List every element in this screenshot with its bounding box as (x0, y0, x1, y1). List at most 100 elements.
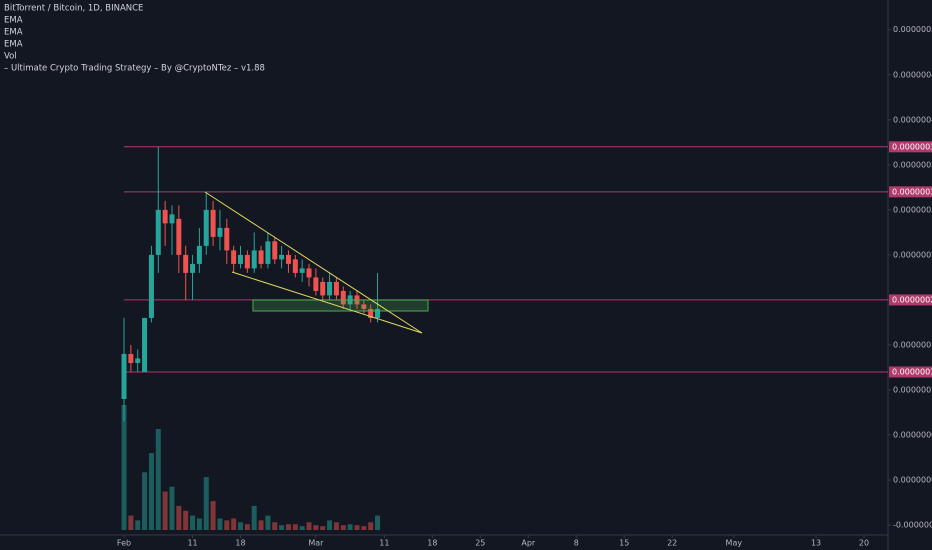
candle-body (203, 209, 209, 246)
candle-body (265, 241, 271, 264)
candle-body (333, 281, 339, 296)
volume-bar (306, 522, 312, 530)
volume-bar (238, 522, 243, 530)
volume-bar (340, 525, 346, 530)
candle-body (306, 268, 312, 278)
volume-bar (231, 518, 237, 530)
candle-body (121, 353, 127, 399)
volume-bar (375, 515, 381, 530)
volume-bar (190, 515, 196, 530)
plot-area (121, 146, 888, 530)
candle-body (210, 209, 216, 237)
candle-body (375, 308, 381, 318)
candle-body (135, 358, 141, 363)
volume-bar (285, 524, 291, 530)
candle-body (142, 317, 148, 372)
candle-body (313, 277, 319, 291)
candle-body (251, 250, 257, 269)
volume-bar (361, 526, 367, 530)
candle-body (196, 245, 202, 264)
volume-bar (203, 477, 209, 530)
y-tick-label: 0.00000000 (893, 476, 932, 485)
x-tick-label: 15 (619, 539, 629, 548)
candle-body (224, 227, 230, 251)
volume-bar (320, 526, 326, 530)
candle-body (155, 209, 161, 255)
y-tick-label: 0.00000030 (893, 205, 932, 214)
candle-body (285, 254, 291, 264)
volume-bar (265, 515, 271, 530)
candle-body (340, 290, 346, 305)
candle-body (162, 209, 168, 224)
volume-bar (292, 524, 298, 530)
volume-bar (279, 525, 285, 530)
volume-bar (155, 429, 161, 530)
candle-body (320, 281, 326, 296)
candle-body (327, 281, 333, 296)
level-label: 0.00000032 (892, 187, 932, 196)
y-tick-label: 0.00000005 (893, 431, 932, 440)
level-label: 0.00000037 (892, 142, 932, 151)
x-tick-label: 8 (574, 539, 579, 548)
x-tick-label: 18 (427, 539, 437, 548)
indicator-label: EMA (4, 16, 23, 26)
candle-body (272, 241, 278, 260)
x-tick-label: Mar (308, 539, 324, 548)
candle-body (299, 268, 305, 273)
volume-bar (148, 453, 154, 530)
level-tag (889, 366, 932, 378)
level-tag (889, 294, 932, 306)
y-tick-label: 0.00000025 (893, 250, 932, 259)
volume-bar (327, 520, 333, 530)
candle-body (361, 304, 367, 309)
candle-body (279, 254, 285, 260)
y-tick-label: 0.00000035 (893, 160, 932, 169)
indicator-label: EMA (4, 28, 23, 38)
y-tick-label: 0.00000040 (893, 115, 932, 124)
volume-bar (135, 520, 141, 530)
y-tick-label: 0.00000015 (893, 340, 932, 349)
y-tick-label: -0.00000005 (893, 521, 932, 530)
candle-body (368, 308, 374, 318)
candle-body (244, 254, 250, 269)
x-tick-label: 11 (379, 539, 389, 548)
y-tick-label: 0.00000050 (893, 25, 932, 34)
indicator-label: – Ultimate Crypto Trading Strategy – By … (4, 64, 265, 74)
volume-bar (299, 526, 305, 530)
x-tick-label: May (726, 539, 743, 548)
indicator-label: EMA (4, 40, 23, 50)
volume-bar (142, 472, 148, 530)
x-tick-label: 20 (859, 539, 869, 548)
candle-body (128, 353, 134, 363)
volume-bar (354, 525, 360, 530)
volume-bar (347, 524, 353, 530)
volume-bar (272, 522, 278, 530)
x-tick-label: 13 (811, 539, 821, 548)
trend-line (204, 191, 423, 334)
volume-bar (128, 515, 134, 530)
candle-body (258, 250, 264, 264)
volume-bar (217, 518, 223, 530)
level-label: 0.00000020 (892, 295, 932, 304)
level-tag (889, 186, 932, 198)
candle-body (217, 227, 223, 237)
volume-bar (313, 525, 319, 530)
volume-bar (258, 520, 264, 530)
x-tick-label: 11 (187, 539, 197, 548)
volume-bar (244, 524, 250, 530)
level-label: 0.00000012 (892, 367, 932, 376)
x-tick-label: Feb (117, 539, 131, 548)
volume-bar (176, 505, 182, 530)
y-tick-label: 0.00000045 (893, 70, 932, 79)
x-tick-label: Apr (521, 539, 536, 548)
volume-bar (224, 520, 230, 530)
candle-body (169, 214, 175, 224)
chart-title: BitTorrent / Bitcoin, 1D, BINANCE (4, 4, 143, 14)
x-tick-label: 25 (475, 539, 485, 548)
candle-body (148, 254, 154, 318)
volume-bar (196, 518, 202, 530)
candle-body (176, 218, 182, 255)
volume-bar (169, 486, 175, 530)
indicator-label: Vol (4, 52, 17, 62)
